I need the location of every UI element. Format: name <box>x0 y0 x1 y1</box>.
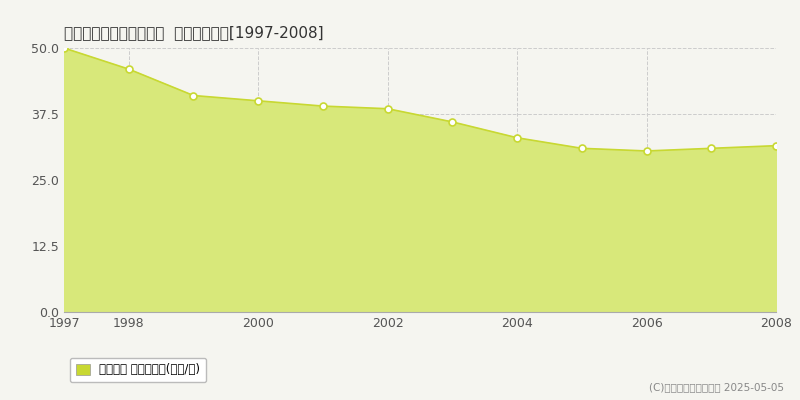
Point <box>382 106 394 112</box>
Point <box>58 45 70 51</box>
Point <box>705 145 718 152</box>
Point <box>575 145 588 152</box>
Point <box>317 103 330 109</box>
Point <box>640 148 653 154</box>
Point <box>252 98 265 104</box>
Point <box>187 92 200 99</box>
Point <box>122 66 135 72</box>
Point <box>446 119 458 125</box>
Text: (C)土地価格ドットコム 2025-05-05: (C)土地価格ドットコム 2025-05-05 <box>649 382 784 392</box>
Legend: 基準地価 平均坪単価(万円/坪): 基準地価 平均坪単価(万円/坪) <box>70 358 206 382</box>
Text: 仙台市青葉区川内亀岡町  基準地価推移[1997-2008]: 仙台市青葉区川内亀岡町 基準地価推移[1997-2008] <box>64 25 324 40</box>
Point <box>510 134 523 141</box>
Point <box>770 142 782 149</box>
